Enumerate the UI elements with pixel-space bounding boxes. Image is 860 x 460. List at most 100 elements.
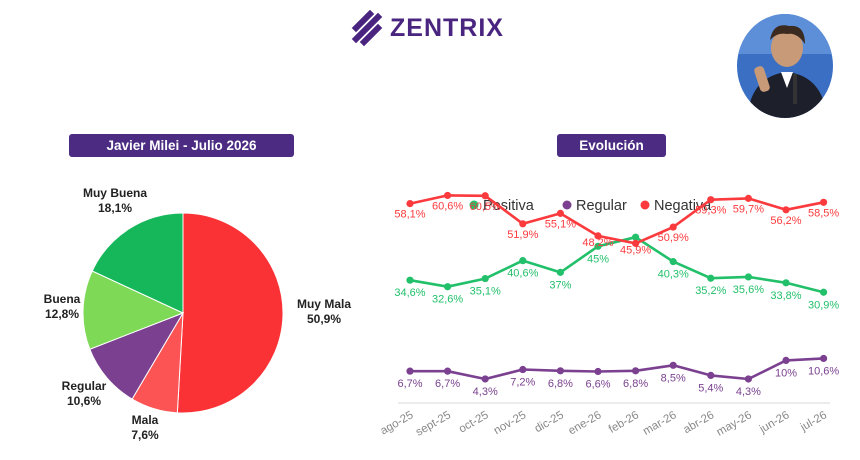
x-tick-label: may-26 [715,409,754,439]
data-label-negativa: 59,3% [695,205,726,217]
data-point-regular [406,367,414,375]
data-point-positiva [707,274,715,282]
data-label-positiva: 34,6% [394,287,425,299]
x-tick-label: jun-26 [757,409,792,436]
data-point-negativa [406,199,414,208]
data-point-regular [481,375,489,383]
data-point-negativa [556,209,564,217]
x-tick-label: ene-26 [566,409,603,437]
zentrix-logo-icon [351,9,383,47]
pie-label-mala: Mala 7,6% [120,413,170,443]
pie-label-value: 10,6% [66,394,102,408]
data-label-regular: 8,5% [661,372,686,384]
data-point-positiva [444,283,452,291]
data-point-negativa [744,194,752,202]
data-label-regular: 4,3% [473,386,498,398]
data-point-negativa [594,232,602,240]
x-tick-label: oct-25 [457,409,491,435]
legend-label: Positiva [483,198,535,214]
legend-item-positiva: Positiva [469,198,535,214]
data-label-positiva: 30,9% [808,299,839,311]
pie-label-regular: Regular 10,6% [54,379,114,409]
pie-label-name: Regular [61,379,107,393]
x-tick-label: dic-25 [533,409,566,435]
series-line-regular [410,357,824,381]
pie-chart [82,212,284,414]
pie-slice-muy-buena [91,212,184,314]
data-point-positiva [594,242,602,250]
data-label-regular: 6,8% [623,378,648,390]
data-label-positiva: 35,2% [695,285,726,297]
data-label-regular: 6,7% [435,378,460,390]
data-point-regular [594,367,602,376]
data-point-negativa [669,223,677,231]
data-point-positiva [820,288,828,296]
person-photo [737,14,833,118]
data-label-negativa: 60,5% [470,201,501,213]
data-point-negativa [782,206,790,214]
data-label-positiva: 40,6% [507,268,538,280]
data-label-regular: 10% [775,367,797,379]
data-point-regular [782,356,790,364]
data-label-positiva: 37% [549,279,571,291]
x-tick-label: mar-26 [641,409,679,438]
data-point-positiva [406,276,414,284]
legend-marker [469,200,479,210]
data-label-positiva: 40,3% [658,269,689,281]
data-point-regular [820,354,828,363]
x-tick-label: feb-26 [607,409,641,436]
data-point-negativa [632,239,640,247]
data-label-negativa: 60,6% [432,200,463,212]
data-point-negativa [820,198,828,206]
data-label-negativa: 56,2% [770,215,801,227]
data-label-negativa: 51,9% [507,229,538,241]
data-label-negativa: 55,1% [545,218,576,230]
data-label-regular: 6,7% [397,378,422,390]
series-line-negativa [409,194,824,245]
data-label-positiva: 35,6% [733,284,764,296]
data-point-positiva [481,274,489,283]
brand-logo: ZENTRIX [350,6,530,50]
data-label-negativa: 58,5% [808,207,839,219]
data-point-positiva [782,279,790,287]
data-label-regular: 4,3% [736,386,761,398]
data-label-negativa: 50,9% [658,232,689,244]
data-label-positiva: 33,8% [770,290,801,302]
data-label-regular: 7,2% [510,377,535,389]
x-tick-label: sept-25 [414,409,453,439]
legend-marker [640,200,650,210]
data-point-regular [707,371,715,379]
data-point-positiva [632,233,640,241]
data-point-regular [444,367,452,375]
pie-label-value: 18,1% [97,201,133,215]
legend-marker [562,200,572,210]
data-point-positiva [556,268,564,276]
data-label-positiva: 35,1% [470,286,501,298]
data-label-positiva: 45% [587,253,609,265]
legend-label: Regular [576,198,627,214]
data-point-regular [519,365,527,374]
person-photo-icon [737,14,833,118]
pie-label-name: Buena [43,292,81,306]
pie-label-name: Mala [131,413,159,427]
x-tick-label: jul-26 [798,409,829,434]
pie-label-buena: Buena 12,8% [34,292,90,322]
x-tick-label: ago-25 [378,409,415,437]
pie-label-muy-mala: Muy Mala 50,9% [289,297,359,327]
x-tick-label: nov-25 [492,409,528,437]
pie-slice-buena [82,270,185,350]
pie-label-muy-buena: Muy Buena 18,1% [80,186,150,216]
legend-item-regular: Regular [562,198,627,214]
x-tick-label: abr-26 [682,409,717,436]
pie-chart-title: Javier Milei - Julio 2026 [69,134,294,157]
data-label-regular: 6,6% [585,378,610,390]
data-label-negativa: 45,9% [620,244,651,256]
data-label-regular: 10,6% [808,365,839,377]
data-label-negativa: 58,1% [394,209,425,221]
data-point-positiva [744,273,752,281]
data-point-positiva [519,257,527,265]
pie-label-value: 50,9% [306,312,342,326]
data-point-negativa [444,191,452,200]
line-chart-title: Evolución [557,134,666,157]
